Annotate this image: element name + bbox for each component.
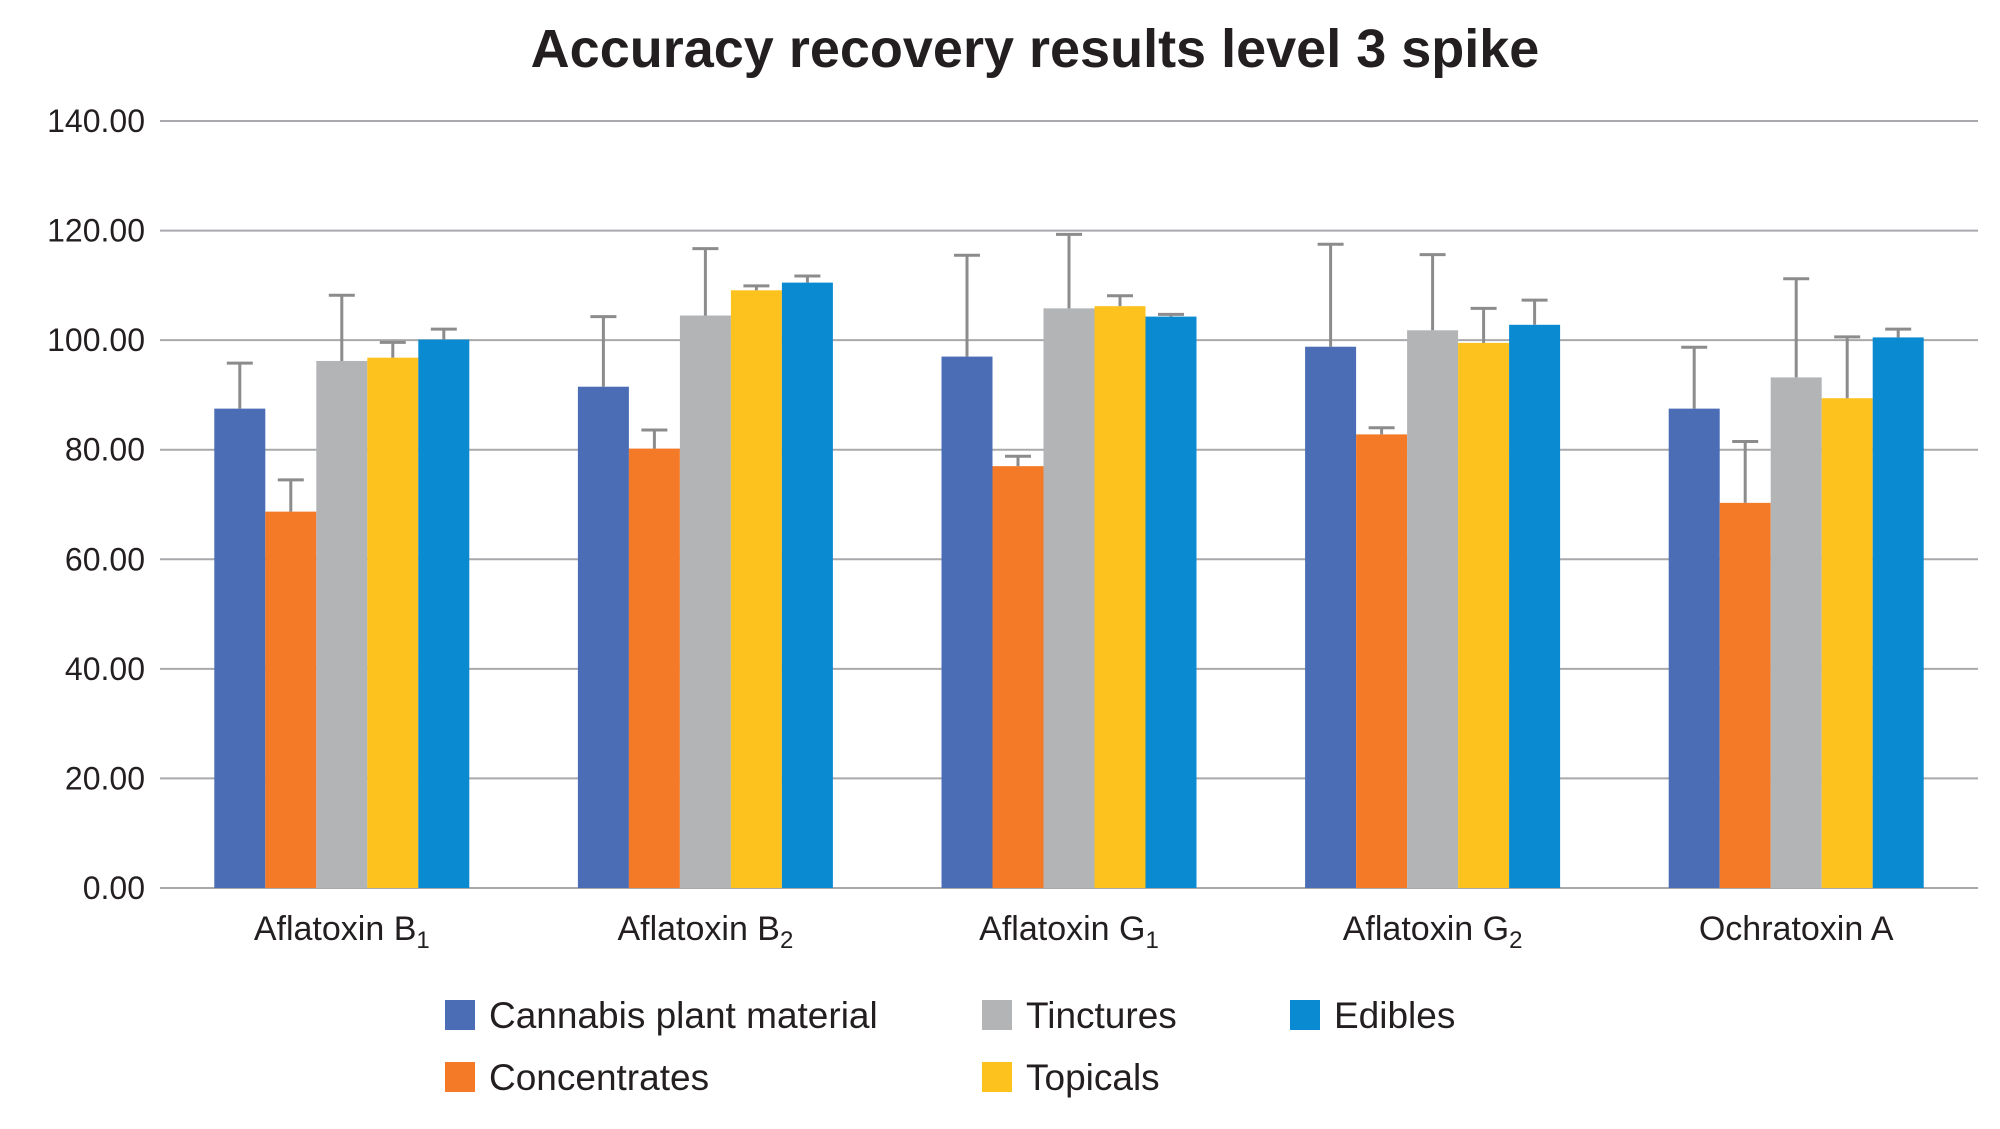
bar-1-2 <box>992 466 1044 888</box>
legend-label-1: Concentrates <box>489 1057 709 1098</box>
bar-0-2 <box>941 356 993 888</box>
bar-1-4 <box>1719 502 1771 888</box>
bar-2-0 <box>316 360 368 888</box>
bar-2-1 <box>679 315 731 889</box>
bar-3-4 <box>1821 398 1873 888</box>
bar-1-1 <box>628 448 680 888</box>
bar-4-0 <box>418 339 470 889</box>
bar-2-2 <box>1043 308 1095 888</box>
bar-0-1 <box>577 386 629 888</box>
legend-label-3: Topicals <box>1026 1057 1160 1098</box>
bar-2-3 <box>1407 330 1459 888</box>
category-label: Ochratoxin A <box>1699 910 1894 948</box>
bar-1-0 <box>265 511 317 888</box>
legend-swatch-2 <box>982 1000 1012 1030</box>
y-tick-label: 100.00 <box>47 322 145 358</box>
bar-4-4 <box>1872 337 1924 888</box>
legend-label-4: Edibles <box>1334 995 1455 1036</box>
y-tick-label: 80.00 <box>65 432 145 468</box>
bar-4-2 <box>1145 316 1197 889</box>
bar-4-1 <box>781 282 833 888</box>
bar-2-4 <box>1770 377 1822 888</box>
bar-0-0 <box>214 408 266 888</box>
legend-swatch-1 <box>445 1062 475 1092</box>
bar-0-4 <box>1668 408 1720 888</box>
y-tick-label: 120.00 <box>47 213 145 249</box>
category-label: Aflatoxin B1 <box>254 910 430 954</box>
chart-title: Accuracy recovery results level 3 spike <box>530 19 1540 79</box>
legend-swatch-4 <box>1290 1000 1320 1030</box>
bar-4-3 <box>1509 324 1561 888</box>
y-tick-label: 0.00 <box>83 870 145 906</box>
bar-3-2 <box>1094 306 1146 888</box>
y-tick-label: 60.00 <box>65 541 145 577</box>
legend-label-0: Cannabis plant material <box>489 995 878 1036</box>
category-label: Aflatoxin G1 <box>979 910 1159 954</box>
legend-swatch-0 <box>445 1000 475 1030</box>
bar-0-3 <box>1305 346 1357 888</box>
bar-1-3 <box>1356 434 1408 888</box>
legend-label-2: Tinctures <box>1026 995 1177 1036</box>
legend-swatch-3 <box>982 1062 1012 1092</box>
category-label: Aflatoxin B2 <box>617 910 793 954</box>
category-label: Aflatoxin G2 <box>1343 910 1523 954</box>
y-tick-label: 20.00 <box>65 760 145 796</box>
bar-3-1 <box>730 290 782 889</box>
bar-3-3 <box>1458 342 1510 888</box>
bar-3-0 <box>367 357 419 888</box>
y-tick-label: 140.00 <box>47 103 145 139</box>
y-tick-label: 40.00 <box>65 651 145 687</box>
